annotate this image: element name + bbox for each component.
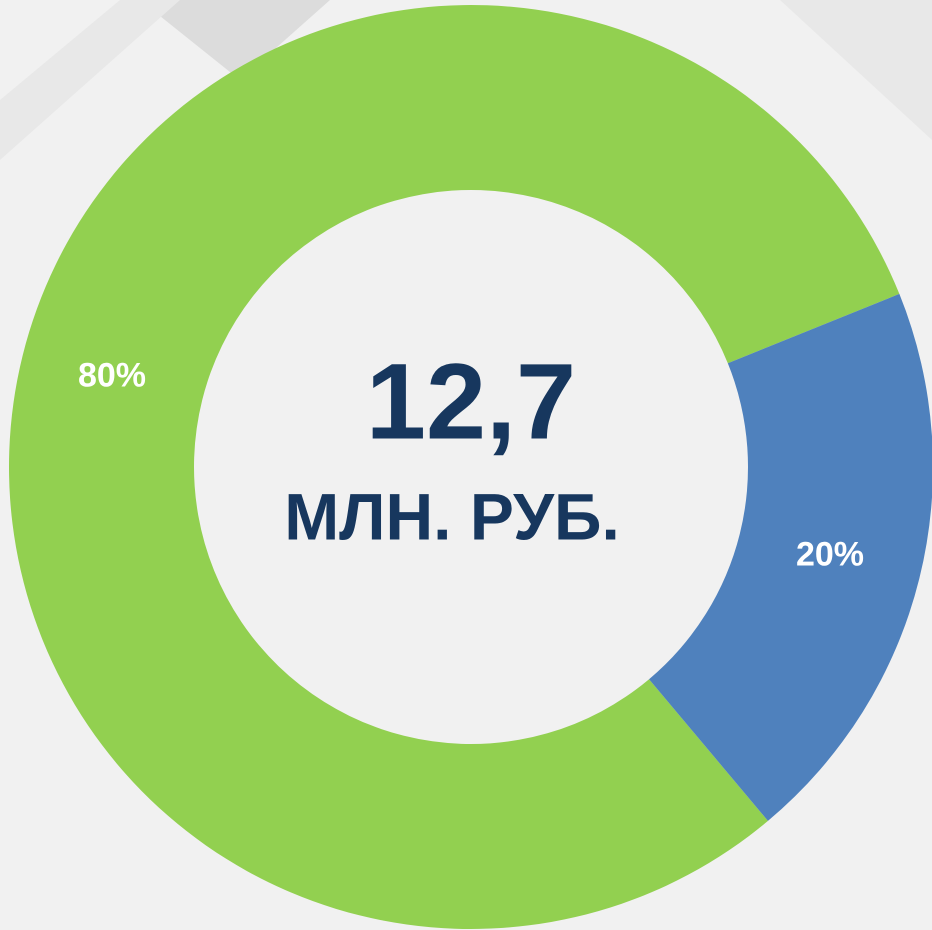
value-label: 20% — [796, 535, 864, 573]
center-value: 12,7 — [366, 341, 576, 462]
page: {"chart_data": {"type": "donut", "values… — [0, 0, 932, 930]
center-label: МЛН. РУБ. — [284, 479, 620, 553]
chart: 12,7 МЛН. РУБ. 80% 20% — [0, 0, 932, 930]
value-label: 80% — [78, 356, 146, 394]
